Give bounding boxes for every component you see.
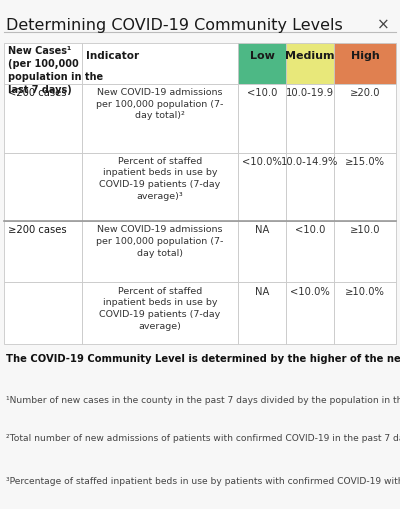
Bar — [334, 282, 396, 344]
Bar — [82, 282, 238, 344]
Text: New COVID-19 admissions
per 100,000 population (7-
day total): New COVID-19 admissions per 100,000 popu… — [96, 225, 224, 258]
Text: ≥200 cases: ≥200 cases — [8, 225, 67, 236]
Text: 10.0-19.9: 10.0-19.9 — [286, 88, 334, 98]
Text: NA: NA — [255, 287, 269, 297]
Text: <10.0: <10.0 — [247, 88, 277, 98]
Bar — [286, 153, 334, 221]
Bar — [286, 43, 334, 84]
Text: The COVID-19 Community Level is determined by the higher of the new admissions a: The COVID-19 Community Level is determin… — [6, 354, 400, 364]
Bar — [286, 221, 334, 282]
Text: <10.0%: <10.0% — [242, 157, 282, 167]
Bar — [334, 43, 396, 84]
Bar — [286, 282, 334, 344]
Text: Medium: Medium — [285, 51, 335, 61]
Bar — [4, 43, 82, 84]
Bar — [4, 221, 82, 282]
Bar — [4, 84, 82, 153]
Text: ×: × — [377, 18, 390, 33]
Bar — [82, 153, 238, 221]
Text: ²Total number of new admissions of patients with confirmed COVID-19 in the past : ²Total number of new admissions of patie… — [6, 434, 400, 443]
Bar — [334, 221, 396, 282]
Text: High: High — [351, 51, 379, 61]
Bar — [238, 43, 286, 84]
Text: <10.0: <10.0 — [295, 225, 325, 236]
Bar — [238, 153, 286, 221]
Bar — [238, 84, 286, 153]
Text: New Cases¹
(per 100,000
population in the
last 7 days): New Cases¹ (per 100,000 population in th… — [8, 46, 103, 95]
Text: Percent of staffed
inpatient beds in use by
COVID-19 patients (7-day
average)³: Percent of staffed inpatient beds in use… — [99, 157, 221, 201]
Bar — [4, 153, 82, 221]
Text: ≥10.0%: ≥10.0% — [345, 287, 385, 297]
Bar — [334, 84, 396, 153]
Bar — [334, 153, 396, 221]
Text: ¹Number of new cases in the county in the past 7 days divided by the population : ¹Number of new cases in the county in th… — [6, 396, 400, 405]
Text: ≥10.0: ≥10.0 — [350, 225, 380, 236]
Text: ≥15.0%: ≥15.0% — [345, 157, 385, 167]
Text: <10.0%: <10.0% — [290, 287, 330, 297]
Bar — [4, 282, 82, 344]
Bar — [82, 84, 238, 153]
Bar — [238, 221, 286, 282]
Text: New COVID-19 admissions
per 100,000 population (7-
day total)²: New COVID-19 admissions per 100,000 popu… — [96, 88, 224, 120]
Text: Indicator: Indicator — [86, 51, 139, 61]
Text: ≥20.0: ≥20.0 — [350, 88, 380, 98]
Bar — [286, 84, 334, 153]
Bar — [82, 43, 238, 84]
Text: <200 cases: <200 cases — [8, 88, 66, 98]
Text: ³Percentage of staffed inpatient beds in use by patients with confirmed COVID-19: ³Percentage of staffed inpatient beds in… — [6, 477, 400, 486]
Text: Percent of staffed
inpatient beds in use by
COVID-19 patients (7-day
average): Percent of staffed inpatient beds in use… — [99, 287, 221, 330]
Bar — [238, 282, 286, 344]
Bar — [82, 221, 238, 282]
Text: NA: NA — [255, 225, 269, 236]
Text: Determining COVID-19 Community Levels: Determining COVID-19 Community Levels — [6, 18, 343, 33]
Text: 10.0-14.9%: 10.0-14.9% — [281, 157, 339, 167]
Text: Low: Low — [250, 51, 274, 61]
